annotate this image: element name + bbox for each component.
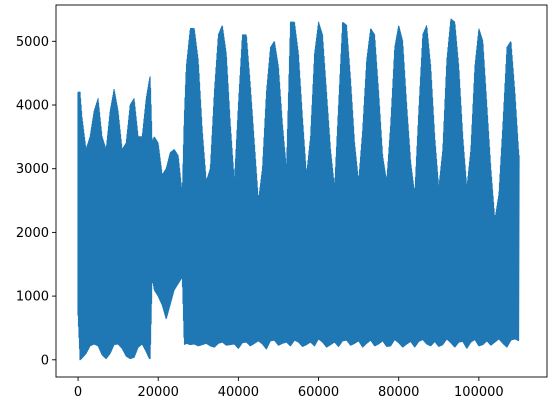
x-tick-label: 20000 [138,385,179,400]
x-axis: 0 20000 40000 60000 80000 100000 [74,377,504,400]
plot-frame [55,4,548,378]
series-line-0 [77,18,520,361]
y-tick-label: 4000 [16,99,49,114]
plot-area [77,18,520,361]
x-tick-label: 0 [74,385,82,400]
x-tick-label: 80000 [378,385,419,400]
x-tick-label: 60000 [298,385,339,400]
y-tick-label: 1000 [16,290,49,305]
y-tick-label: 5000 [16,35,49,50]
x-tick-label: 40000 [218,385,259,400]
y-tick-label: 0 [41,353,49,368]
y-tick-label: 2000 [16,226,49,241]
y-axis: 0 1000 2000 3000 4000 5000 [16,35,56,368]
y-tick-label: 3000 [16,162,49,177]
x-tick-label: 100000 [454,385,504,400]
